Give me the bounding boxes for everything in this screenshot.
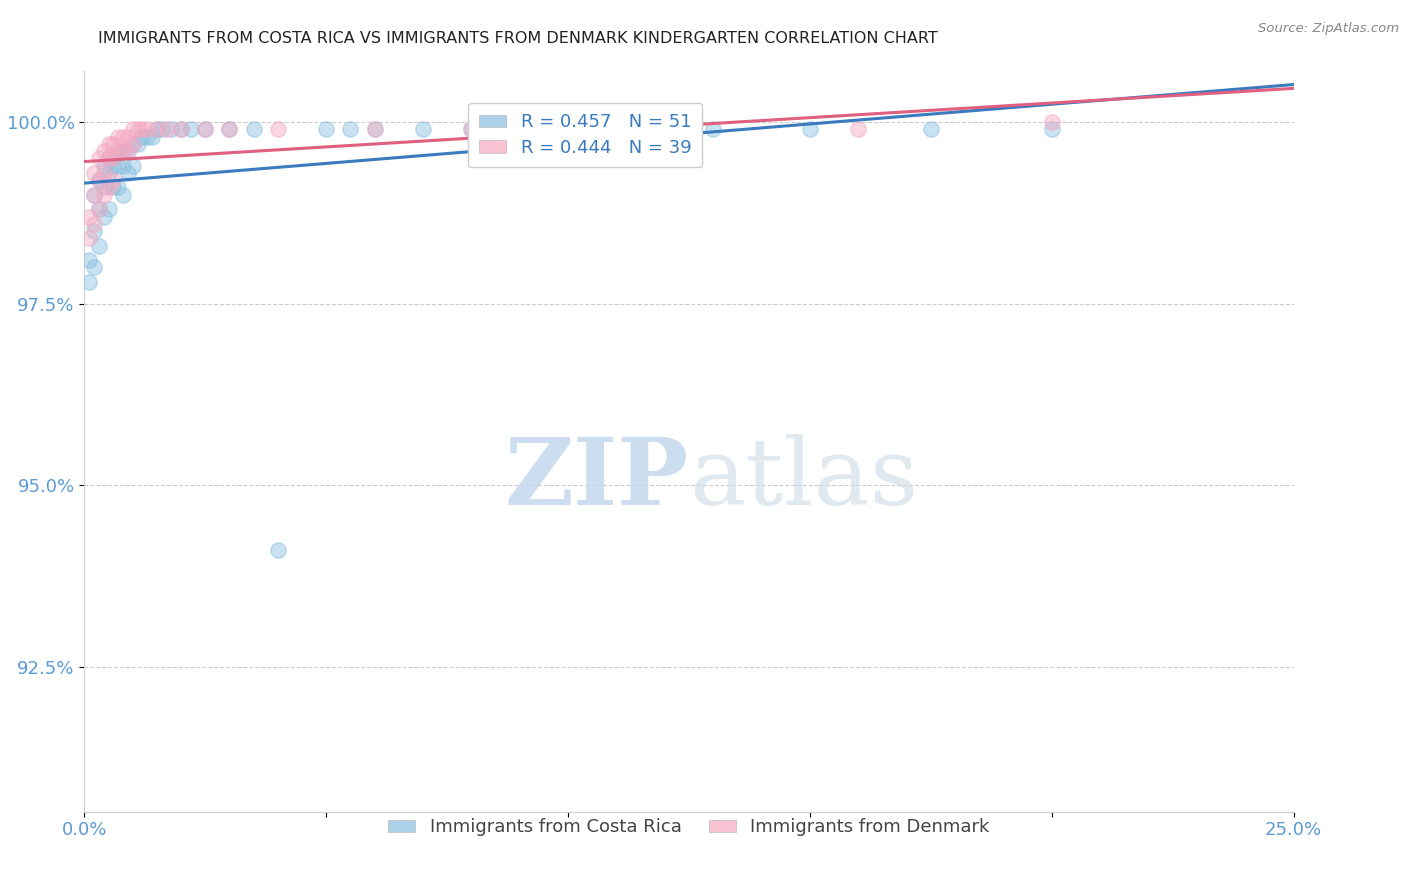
Point	[194, 122, 217, 136]
Point	[77, 253, 100, 268]
Point	[112, 187, 135, 202]
Point	[107, 180, 129, 194]
Point	[127, 122, 149, 136]
Text: atlas: atlas	[689, 434, 918, 524]
Point	[87, 202, 110, 217]
Point	[180, 122, 202, 136]
Point	[363, 122, 385, 136]
Point	[121, 122, 143, 136]
Point	[155, 122, 177, 136]
Point	[112, 145, 135, 159]
Point	[87, 173, 110, 187]
Point	[103, 173, 125, 187]
Text: Source: ZipAtlas.com: Source: ZipAtlas.com	[1258, 22, 1399, 36]
Point	[103, 152, 125, 166]
Point	[97, 136, 120, 151]
Point	[170, 122, 193, 136]
Point	[77, 231, 100, 245]
Point	[141, 129, 163, 144]
Point	[194, 122, 217, 136]
Point	[103, 159, 125, 173]
Point	[97, 166, 120, 180]
Point	[93, 187, 115, 202]
Point	[83, 166, 105, 180]
Legend: Immigrants from Costa Rica, Immigrants from Denmark: Immigrants from Costa Rica, Immigrants f…	[381, 811, 997, 844]
Point	[93, 180, 115, 194]
Point	[83, 260, 105, 275]
Point	[93, 210, 115, 224]
Point	[131, 122, 153, 136]
Point	[1040, 122, 1063, 136]
Point	[363, 122, 385, 136]
Point	[920, 122, 942, 136]
Point	[136, 122, 159, 136]
Point	[702, 122, 724, 136]
Point	[460, 122, 482, 136]
Point	[127, 136, 149, 151]
Point	[107, 159, 129, 173]
Point	[218, 122, 240, 136]
Point	[218, 122, 240, 136]
Point	[339, 122, 361, 136]
Point	[121, 136, 143, 151]
Point	[1040, 115, 1063, 129]
Point	[799, 122, 821, 136]
Point	[93, 166, 115, 180]
Point	[315, 122, 337, 136]
Point	[87, 238, 110, 252]
Point	[107, 145, 129, 159]
Text: IMMIGRANTS FROM COSTA RICA VS IMMIGRANTS FROM DENMARK KINDERGARTEN CORRELATION C: IMMIGRANTS FROM COSTA RICA VS IMMIGRANTS…	[98, 31, 938, 46]
Point	[87, 173, 110, 187]
Point	[83, 187, 105, 202]
Point	[117, 129, 139, 144]
Point	[267, 122, 290, 136]
Point	[117, 145, 139, 159]
Point	[97, 180, 120, 194]
Point	[87, 202, 110, 217]
Point	[117, 166, 139, 180]
Point	[77, 275, 100, 289]
Point	[160, 122, 183, 136]
Point	[93, 145, 115, 159]
Point	[83, 187, 105, 202]
Point	[112, 145, 135, 159]
Point	[654, 122, 676, 136]
Point	[267, 543, 290, 558]
Point	[170, 122, 193, 136]
Point	[112, 159, 135, 173]
Point	[107, 145, 129, 159]
Point	[83, 217, 105, 231]
Text: ZIP: ZIP	[505, 434, 689, 524]
Point	[509, 122, 531, 136]
Point	[846, 122, 869, 136]
Point	[97, 152, 120, 166]
Point	[117, 145, 139, 159]
Point	[460, 122, 482, 136]
Point	[557, 122, 579, 136]
Point	[103, 180, 125, 194]
Point	[112, 129, 135, 144]
Point	[146, 122, 169, 136]
Point	[97, 152, 120, 166]
Point	[242, 122, 264, 136]
Point	[146, 122, 169, 136]
Point	[136, 129, 159, 144]
Point	[131, 129, 153, 144]
Point	[87, 152, 110, 166]
Point	[107, 129, 129, 144]
Point	[412, 122, 434, 136]
Point	[605, 122, 627, 136]
Point	[97, 202, 120, 217]
Point	[103, 136, 125, 151]
Point	[121, 159, 143, 173]
Point	[121, 136, 143, 151]
Point	[150, 122, 173, 136]
Point	[93, 159, 115, 173]
Point	[83, 224, 105, 238]
Point	[77, 210, 100, 224]
